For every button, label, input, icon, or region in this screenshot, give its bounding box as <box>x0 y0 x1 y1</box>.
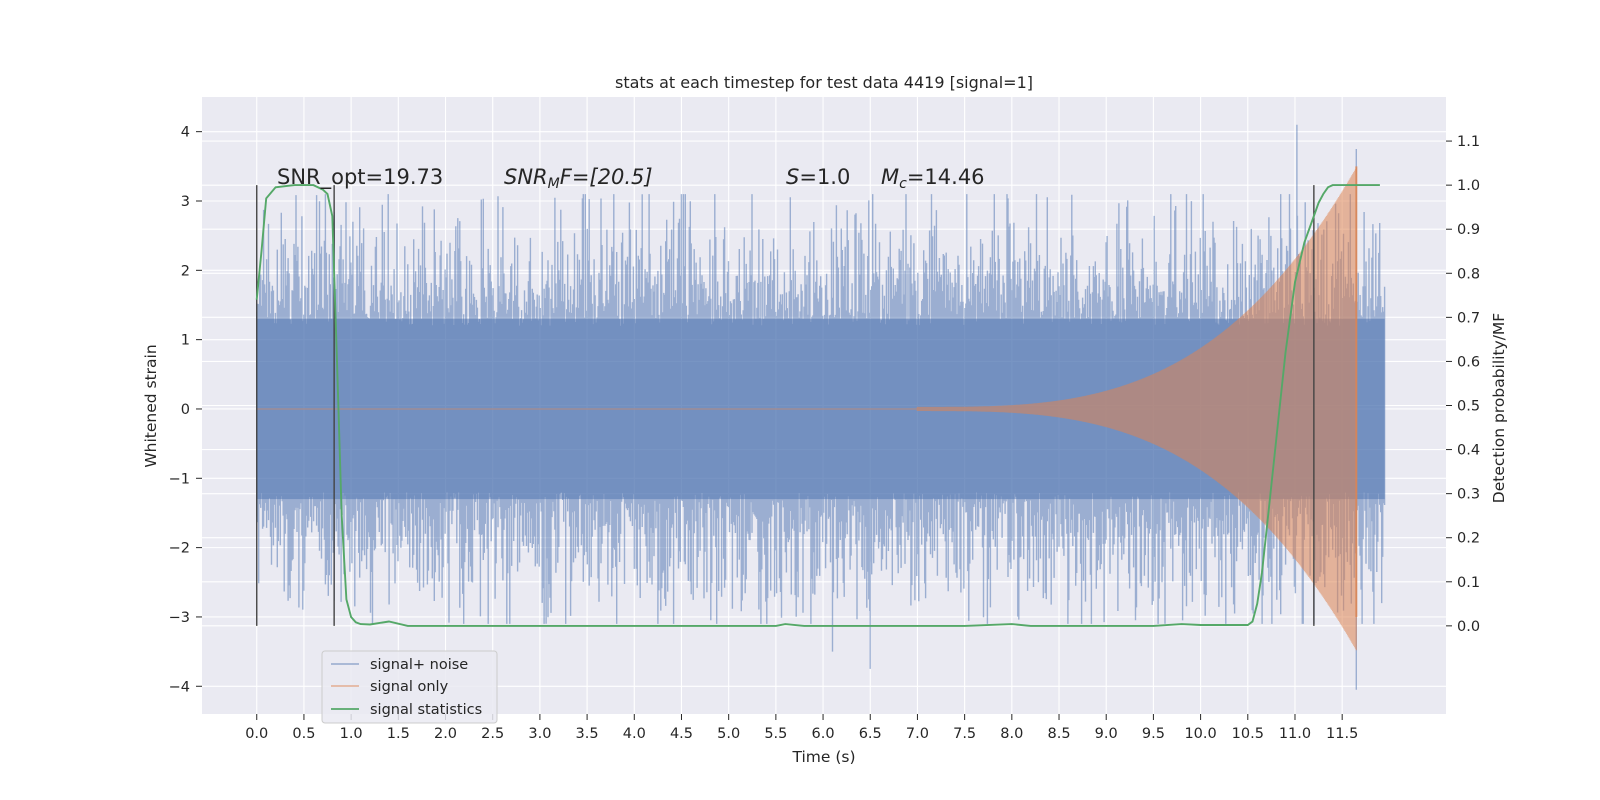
x-tick-label: 9.0 <box>1095 726 1118 742</box>
annotation-s: S=1.0 <box>786 165 850 189</box>
y-tick-label: 4 <box>181 125 190 141</box>
y-tick-label: −2 <box>169 541 190 557</box>
x-tick-label: 4.5 <box>670 726 693 742</box>
annotations: SNR_opt=19.73 SNRMF=[20.5] S=1.0 Mc=14.4… <box>277 165 985 192</box>
y-tick-label: −1 <box>169 471 190 487</box>
y-right-tick-label: 0.3 <box>1457 487 1480 503</box>
y-axis-left: 4 3 2 1 0 −1 −2 −3 −4 <box>169 125 202 695</box>
annotation-snr-mf: SNRMF=[20.5] <box>504 165 653 192</box>
chart-title: stats at each timestep for test data 441… <box>615 73 1033 92</box>
series-signal-only <box>256 166 1358 651</box>
x-axis-label: Time (s) <box>791 748 855 766</box>
y-right-tick-label: 0.4 <box>1457 443 1480 459</box>
y-tick-label: 0 <box>181 402 190 418</box>
y-right-tick-label: 0.2 <box>1457 531 1480 547</box>
legend-label-signal-plus-noise: signal+ noise <box>370 657 468 673</box>
x-tick-label: 3.5 <box>576 726 599 742</box>
annotation-snr-opt: SNR_opt=19.73 <box>277 165 443 190</box>
y-tick-label: 2 <box>181 263 190 279</box>
x-tick-label: 0.5 <box>292 726 315 742</box>
legend-label-signal-only: signal only <box>370 679 449 695</box>
y-right-tick-label: 0.6 <box>1457 354 1480 370</box>
x-tick-label: 7.0 <box>906 726 929 742</box>
y-right-tick-label: 1.0 <box>1457 178 1480 194</box>
y-right-tick-label: 1.1 <box>1457 134 1480 150</box>
y-right-tick-label: 0.7 <box>1457 310 1480 326</box>
x-tick-label: 11.5 <box>1326 726 1358 742</box>
x-tick-label: 6.5 <box>859 726 882 742</box>
x-tick-label: 0.0 <box>245 726 268 742</box>
x-tick-label: 3.0 <box>528 726 551 742</box>
series-signal-statistics <box>255 184 1380 627</box>
y-axis-right-label: Detection probability/MF <box>1490 313 1508 504</box>
x-tick-label: 8.0 <box>1000 726 1023 742</box>
y-axis-label: Whitened strain <box>142 344 160 467</box>
x-tick-label: 7.5 <box>953 726 976 742</box>
annotation-mc: Mc=14.46 <box>881 165 985 192</box>
x-tick-label: 6.0 <box>812 726 835 742</box>
x-tick-label: 4.0 <box>623 726 646 742</box>
legend-label-signal-statistics: signal statistics <box>370 702 482 718</box>
x-axis: 0.0 0.5 1.0 1.5 2.0 2.5 3.0 3.5 4.0 4.5 5.0 5.5 6.0 6… <box>245 714 1358 742</box>
y-tick-label: −3 <box>169 610 190 626</box>
y-right-tick-label: 0.5 <box>1457 399 1480 415</box>
legend: signal+ noise signal only signal statist… <box>321 650 498 724</box>
y-right-tick-label: 0.9 <box>1457 222 1480 238</box>
y-axis-right: 1.1 1.0 0.9 0.8 0.7 0.6 0.5 0.4 0.3 0.2 0.1 0.0 <box>1446 134 1480 635</box>
y-tick-label: 1 <box>181 333 190 349</box>
statistics-line <box>255 184 1380 627</box>
y-tick-label: 3 <box>181 194 190 210</box>
legend-box <box>321 650 498 724</box>
x-tick-label: 2.5 <box>481 726 504 742</box>
x-tick-label: 1.0 <box>340 726 363 742</box>
x-tick-label: 10.0 <box>1184 726 1216 742</box>
x-tick-label: 10.5 <box>1232 726 1264 742</box>
x-tick-label: 9.5 <box>1142 726 1165 742</box>
y-right-tick-label: 0.8 <box>1457 266 1480 282</box>
y-tick-label: −4 <box>169 679 190 695</box>
x-tick-label: 5.0 <box>717 726 740 742</box>
x-tick-label: 1.5 <box>387 726 410 742</box>
x-tick-label: 11.0 <box>1279 726 1311 742</box>
x-tick-label: 8.5 <box>1047 726 1070 742</box>
x-tick-label: 5.5 <box>764 726 787 742</box>
y-right-tick-label: 0.0 <box>1457 619 1480 635</box>
y-right-tick-label: 0.1 <box>1457 575 1480 591</box>
x-tick-label: 2.0 <box>434 726 457 742</box>
